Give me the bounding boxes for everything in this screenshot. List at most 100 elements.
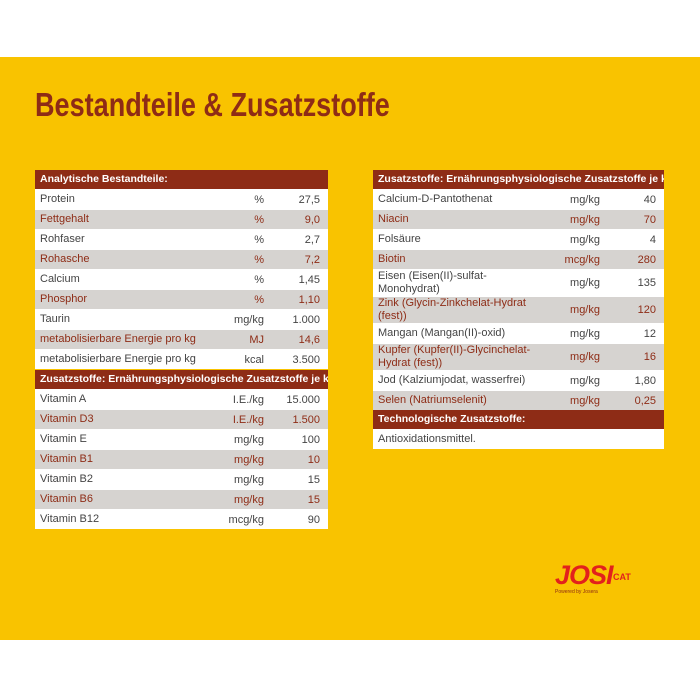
logo: JOSI CAT Powered by Josera (555, 560, 631, 595)
row-name: Rohasche (40, 253, 90, 265)
row-name: metabolisierbare Energie pro kg (40, 353, 196, 365)
row-value: 1.500 (292, 413, 320, 426)
table-row: Niacin mg/kg 70 (373, 209, 664, 229)
row-unit: mg/kg (570, 394, 600, 407)
row-value: 10 (307, 453, 320, 466)
row-value: 1.000 (292, 313, 320, 326)
table-row: Mangan (Mangan(II)-oxid) mg/kg 12 (373, 323, 664, 343)
row-name: Taurin (40, 313, 70, 325)
row-unit: mg/kg (234, 493, 264, 506)
row-value: 4 (649, 233, 656, 246)
table-row: Calcium-D-Pantothenat mg/kg 40 (373, 189, 664, 209)
row-unit: I.E./kg (232, 413, 264, 426)
row-value: 14,6 (298, 333, 320, 346)
table-row: Calcium% 1,45 (35, 269, 328, 289)
row-name: Vitamin B12 (40, 513, 100, 525)
row-value: 27,5 (298, 193, 320, 206)
row-unit: % (254, 233, 264, 246)
row-name: Vitamin B6 (40, 493, 93, 505)
row-value: 2,7 (304, 233, 320, 246)
row-unit: mg/kg (570, 304, 600, 316)
row-value: 7,2 (304, 253, 320, 266)
table-header: Zusatzstoffe: Ernährungsphysiologische Z… (35, 370, 328, 389)
row-unit: mg/kg (234, 313, 264, 326)
row-name: Vitamin D3 (40, 413, 94, 425)
row-name: Niacin (378, 213, 409, 225)
row-name: Jod (Kalziumjodat, wasserfrei) (378, 374, 526, 386)
table-row: Kupfer (Kupfer(II)-Glycinchelat-Hydrat (… (373, 343, 664, 370)
row-value: 90 (307, 513, 320, 526)
row-name: metabolisierbare Energie pro kg (40, 333, 196, 345)
table: Analytische Bestandteile: Protein% 27,5 Fet… (35, 170, 328, 369)
table-row: Folsäure mg/kg 4 (373, 229, 664, 249)
row-name: Vitamin B2 (40, 473, 93, 485)
table-row: Rohasche% 7,2 (35, 249, 328, 269)
table-row: Antioxidationsmittel. (373, 429, 664, 449)
row-value: 16 (643, 351, 656, 363)
row-unit: mg/kg (570, 233, 600, 246)
table-row: Rohfaser% 2,7 (35, 229, 328, 249)
table: Zusatzstoffe: Ernährungsphysiologische Z… (35, 370, 328, 529)
row-unit: I.E./kg (232, 393, 264, 406)
table: Technologische Zusatzstoffe: Antioxidatio… (373, 410, 664, 449)
table-row: Biotin mcg/kg 280 (373, 249, 664, 269)
title: Bestandteile & Zusatzstoffe (35, 86, 390, 123)
table-row: Phosphor% 1,10 (35, 289, 328, 309)
table-header: Zusatzstoffe: Ernährungsphysiologische Z… (373, 170, 664, 189)
table-header: Technologische Zusatzstoffe: (373, 410, 664, 429)
row-unit: % (254, 273, 264, 286)
row-unit: mg/kg (234, 433, 264, 446)
row-value: 15 (307, 493, 320, 506)
row-value: 135 (637, 277, 656, 289)
logo-brand: JOSI (555, 560, 614, 590)
row-name: Protein (40, 193, 75, 205)
row-name: Calcium-D-Pantothenat (378, 193, 493, 205)
row-unit: mg/kg (570, 351, 600, 363)
table-row: Vitamin D3 I.E./kg 1.500 (35, 409, 328, 429)
table-row: Selen (Natriumselenit) mg/kg 0,25 (373, 390, 664, 410)
row-name: Antioxidationsmittel. (378, 433, 476, 445)
table-row: Vitamin B12 mcg/kg 90 (35, 509, 328, 529)
row-name: Fettgehalt (40, 213, 89, 225)
table-row: Fettgehalt% 9,0 (35, 209, 328, 229)
row-name: Folsäure (378, 233, 421, 245)
row-value: 15 (307, 473, 320, 486)
row-name: Eisen (Eisen(II)-sulfat-Monohydrat) (378, 270, 487, 295)
row-value: 3.500 (292, 353, 320, 366)
row-value: 15.000 (286, 393, 320, 406)
table-row: Eisen (Eisen(II)-sulfat-Monohydrat) mg/kg… (373, 269, 664, 296)
row-name: Vitamin A (40, 393, 87, 405)
table-row: Taurin mg/kg 1.000 (35, 309, 328, 329)
logo-tagline: Powered by Josera (555, 589, 598, 595)
row-unit: mg/kg (570, 193, 600, 206)
row-value: 120 (637, 304, 656, 316)
row-value: 1,80 (634, 374, 656, 387)
table-row: metabolisierbare Energie pro kg kcal 3.500 (35, 349, 328, 369)
table-row: Zink (Glycin-Zinkchelat-Hydrat (fest)) mg… (373, 296, 664, 323)
row-value: 280 (637, 253, 656, 266)
row-unit: mg/kg (570, 374, 600, 387)
row-name: Vitamin E (40, 433, 87, 445)
table: Zusatzstoffe: Ernährungsphysiologische Z… (373, 170, 664, 410)
table-header: Analytische Bestandteile: (35, 170, 328, 189)
row-name: Phosphor (40, 293, 88, 305)
row-name: Calcium (40, 273, 80, 285)
row-unit: mg/kg (570, 213, 600, 226)
row-value: 0,25 (634, 394, 656, 407)
row-unit: mg/kg (234, 473, 264, 486)
row-value: 9,0 (304, 213, 320, 226)
row-value: 70 (643, 213, 656, 226)
row-name: Biotin (378, 253, 406, 265)
logo-sub: CAT (613, 572, 631, 582)
row-unit: mg/kg (570, 327, 600, 340)
row-value: 40 (643, 193, 656, 206)
row-value: 1,45 (298, 273, 320, 286)
row-unit: % (254, 193, 264, 206)
row-value: 12 (643, 327, 656, 340)
row-unit: mg/kg (234, 453, 264, 466)
table-row: Vitamin B2 mg/kg 15 (35, 469, 328, 489)
table-row: Protein% 27,5 (35, 189, 328, 209)
row-name: Rohfaser (40, 233, 85, 245)
table-row: Vitamin A I.E./kg 15.000 (35, 389, 328, 409)
